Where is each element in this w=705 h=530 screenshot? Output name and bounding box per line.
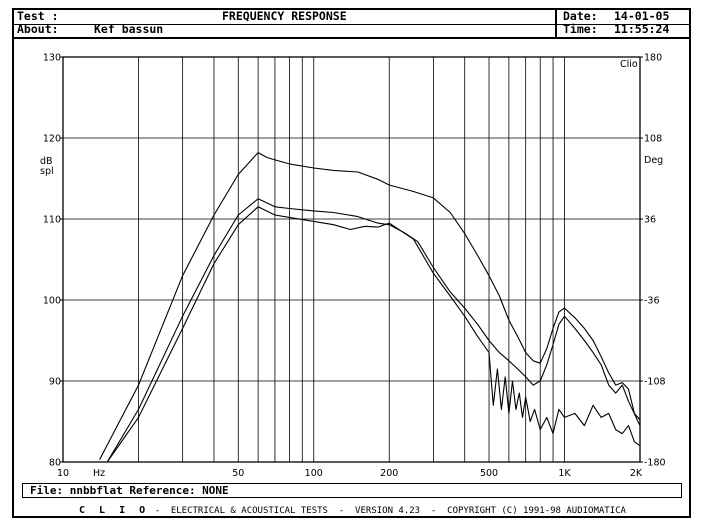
window-frame: [12, 8, 691, 518]
y-tick-label-1: 90: [49, 377, 61, 388]
plot-border: [62, 56, 641, 463]
series-line-2: [106, 206, 641, 463]
y-tick-label-4: 120: [43, 134, 61, 145]
x-unit-label: Hz: [93, 468, 105, 479]
time-value: 11:55:24: [614, 22, 670, 36]
about-value: Kef bassun: [94, 22, 164, 36]
header-column-divider: [555, 10, 557, 38]
footer-brand: C L I O: [79, 505, 150, 516]
date-label: Date:: [563, 9, 598, 23]
about-label: About:: [17, 22, 59, 36]
date-value: 14-01-05: [614, 9, 670, 23]
file-info-box: [22, 483, 682, 498]
series-line-1: [106, 198, 641, 463]
x-tick-label-0: 10: [57, 468, 69, 479]
x-tick-labels: 10 50 100 200 500 1K 2K: [57, 468, 643, 479]
y-tick-label-3: 110: [43, 215, 61, 226]
x-tick-label-4: 500: [480, 468, 498, 479]
y-tick-label-2: 100: [43, 296, 61, 307]
time-label: Time:: [563, 22, 598, 36]
file-info-text: File: nnbbflat Reference: NONE: [30, 484, 229, 497]
y-axis-label-line2: spl: [40, 166, 54, 177]
x-tick-label-3: 200: [380, 468, 398, 479]
y2-tick-label-2: -36: [644, 296, 660, 307]
y2-tick-label-0: -180: [644, 458, 666, 469]
y-tick-labels: 80 90 100 110 120 130: [43, 53, 63, 469]
footer-text: - ELECTRICAL & ACOUSTICAL TESTS - VERSIO…: [149, 506, 626, 516]
header-bottom-rule: [14, 37, 691, 39]
y2-tick-label-1: -108: [644, 377, 666, 388]
y-tick-label-5: 130: [43, 53, 61, 64]
test-label: Test :: [17, 9, 59, 23]
x-tick-label-1: 50: [232, 468, 244, 479]
y2-tick-label-5: 180: [644, 53, 662, 64]
y-axis-label-line1: dB: [40, 156, 53, 167]
y2-tick-label-3: 36: [644, 215, 656, 226]
y2-tick-label-4: 108: [644, 134, 662, 145]
y2-tick-labels: -180 -108 -36 36 108 180: [640, 53, 666, 469]
footer-bar: C L I O - ELECTRICAL & ACOUSTICAL TESTS …: [14, 505, 691, 516]
plot-curves: [99, 152, 641, 463]
x-tick-label-6: 2K: [630, 468, 643, 479]
x-tick-label-2: 100: [305, 468, 323, 479]
plot-grid: [63, 57, 640, 462]
chart-title: FREQUENCY RESPONSE: [222, 9, 347, 23]
series-line-0: [99, 152, 641, 460]
y-tick-label-0: 80: [49, 458, 61, 469]
header-divider: [14, 24, 691, 25]
y2-axis-label: Deg: [644, 155, 663, 166]
x-tick-label-5: 1K: [558, 468, 571, 479]
clio-corner-label: Clio: [620, 59, 638, 70]
